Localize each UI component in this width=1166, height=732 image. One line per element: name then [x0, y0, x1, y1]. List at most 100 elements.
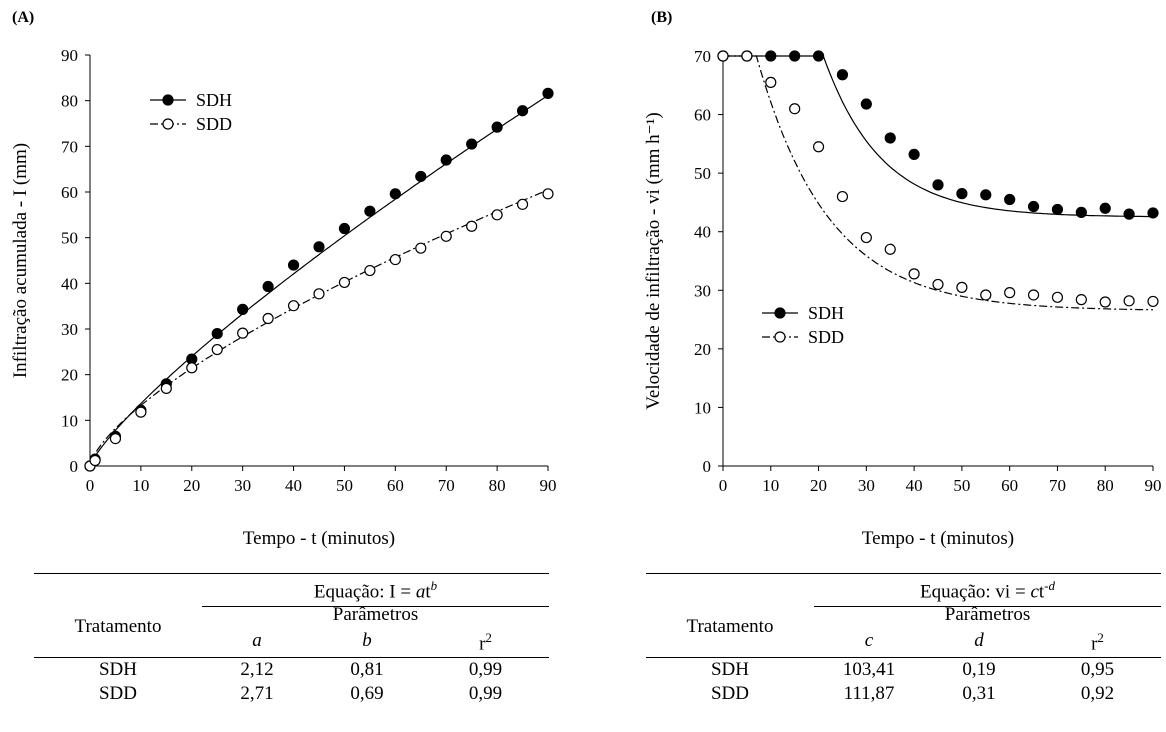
row-val: 0,81 [350, 659, 384, 680]
data-point-sdh [542, 87, 554, 99]
row-trat: SDD [98, 683, 137, 704]
legend-marker [774, 331, 786, 343]
x-tick-label: 0 [86, 476, 95, 495]
data-point-sdh [440, 154, 452, 166]
legend-marker [162, 118, 174, 130]
y-tick-label: 70 [694, 47, 711, 66]
data-point-sdd [765, 76, 777, 88]
data-point-sdh [932, 179, 944, 191]
data-point-sdh [364, 205, 376, 217]
table-left: Equação: I = atb Tratamento Parâmetros a… [34, 573, 549, 723]
col-b: b [362, 630, 372, 651]
data-point-sdh [287, 259, 300, 271]
row-trat: SDH [98, 659, 137, 680]
data-point-sdh [211, 327, 223, 340]
x-tick-label: 30 [234, 476, 251, 495]
data-point-sdh [765, 50, 777, 62]
data-point-sdh [956, 188, 968, 200]
data-point-sdd [1051, 291, 1064, 303]
row-val: 0,92 [1080, 683, 1115, 704]
data-point-sdd [789, 103, 801, 115]
row-val: 0,19 [962, 659, 996, 680]
equation-left: Equação: I = atb [202, 578, 549, 603]
data-point-sdd [956, 281, 968, 293]
data-point-sdh [389, 188, 401, 200]
data-point-sdd [186, 362, 198, 374]
row-trat: SDH [710, 659, 749, 680]
panel-label-a: (A) [12, 9, 34, 26]
x-tick-label: 40 [285, 476, 302, 495]
y-tick-label: 0 [70, 457, 79, 476]
legend-label-sdd: SDD [808, 327, 844, 347]
data-point-sdh [1004, 193, 1016, 206]
data-point-sdh [884, 132, 896, 144]
row-val: 0,95 [1080, 659, 1115, 680]
data-point-sdd [338, 276, 351, 289]
y-tick-label: 40 [61, 274, 78, 293]
row-val: 111,87 [843, 683, 895, 704]
data-point-sdh [338, 222, 351, 235]
y-axis-label: Velocidade de infiltração - vi (mm h⁻¹) [643, 112, 664, 409]
data-point-sdd [440, 230, 452, 242]
equation-base: t [425, 581, 431, 603]
data-point-sdd [389, 253, 401, 266]
x-axis-label: Tempo - t (minutos) [243, 528, 395, 549]
data-point-sdd [466, 220, 478, 232]
col-r2: r2 [1091, 630, 1104, 655]
row-val: 103,41 [842, 659, 896, 680]
y-tick-label: 10 [61, 411, 78, 430]
x-tick-label: 50 [336, 476, 353, 495]
y-tick-label: 50 [61, 229, 78, 248]
y-tick-label: 20 [694, 340, 711, 359]
data-point-sdh [491, 121, 503, 133]
data-point-sdd [211, 343, 223, 356]
fit-curve-sdd [723, 55, 1154, 311]
data-point-sdd [1123, 295, 1135, 307]
equation-var: a [415, 581, 426, 603]
legend-marker [162, 94, 174, 106]
x-tick-label: 80 [489, 476, 506, 495]
data-point-sdd [491, 209, 503, 221]
col-d: d [974, 630, 984, 651]
data-point-sdh [789, 50, 801, 62]
fit-curve-sdd [89, 189, 549, 467]
data-point-sdd [542, 188, 554, 200]
data-point-sdd [1147, 295, 1159, 308]
x-tick-label: 50 [953, 476, 970, 495]
col-c: c [864, 630, 874, 651]
y-tick-label: 80 [61, 92, 78, 111]
row-val: 2,71 [240, 683, 274, 704]
data-point-sdd [415, 242, 427, 254]
data-point-sdd [717, 50, 729, 62]
header-parametros: Parâmetros [944, 604, 1031, 625]
y-tick-label: 70 [61, 137, 78, 156]
y-tick-label: 40 [694, 223, 711, 242]
row-val: 0,99 [468, 683, 503, 704]
data-point-sdd [287, 300, 300, 312]
data-point-sdd [262, 312, 274, 325]
x-tick-label: 10 [762, 476, 779, 495]
y-tick-label: 30 [694, 281, 711, 300]
chart-b: (B) 0 10 20 30 40 50 60 70 80 90 0 10 20 30 40 50 60 70 Te… [643, 9, 1162, 549]
header-parametros: Parâmetros [332, 604, 419, 625]
x-tick-label: 90 [1145, 476, 1162, 495]
y-tick-label: 30 [61, 320, 78, 339]
y-tick-label: 10 [694, 398, 711, 417]
equation-exp: b [430, 578, 438, 593]
y-axis-label: Infiltração acumulada - I (mm) [10, 143, 31, 378]
data-point-sdd [812, 141, 825, 153]
data-point-sdd [836, 190, 849, 203]
x-axis-label: Tempo - t (minutos) [862, 528, 1014, 549]
legend-label-sdh: SDH [196, 90, 232, 110]
data-point-sdh [860, 98, 872, 110]
data-point-sdh [980, 189, 992, 201]
panel-label-b: (B) [651, 9, 672, 26]
data-point-sdd [1075, 294, 1087, 306]
x-tick-label: 60 [1001, 476, 1018, 495]
header-tratamento: Tratamento [74, 616, 162, 637]
x-tick-label: 30 [858, 476, 875, 495]
x-tick-label: 80 [1097, 476, 1114, 495]
equation-var: c [1030, 581, 1039, 603]
header-tratamento: Tratamento [686, 616, 774, 637]
data-point-sdh [1147, 207, 1159, 219]
